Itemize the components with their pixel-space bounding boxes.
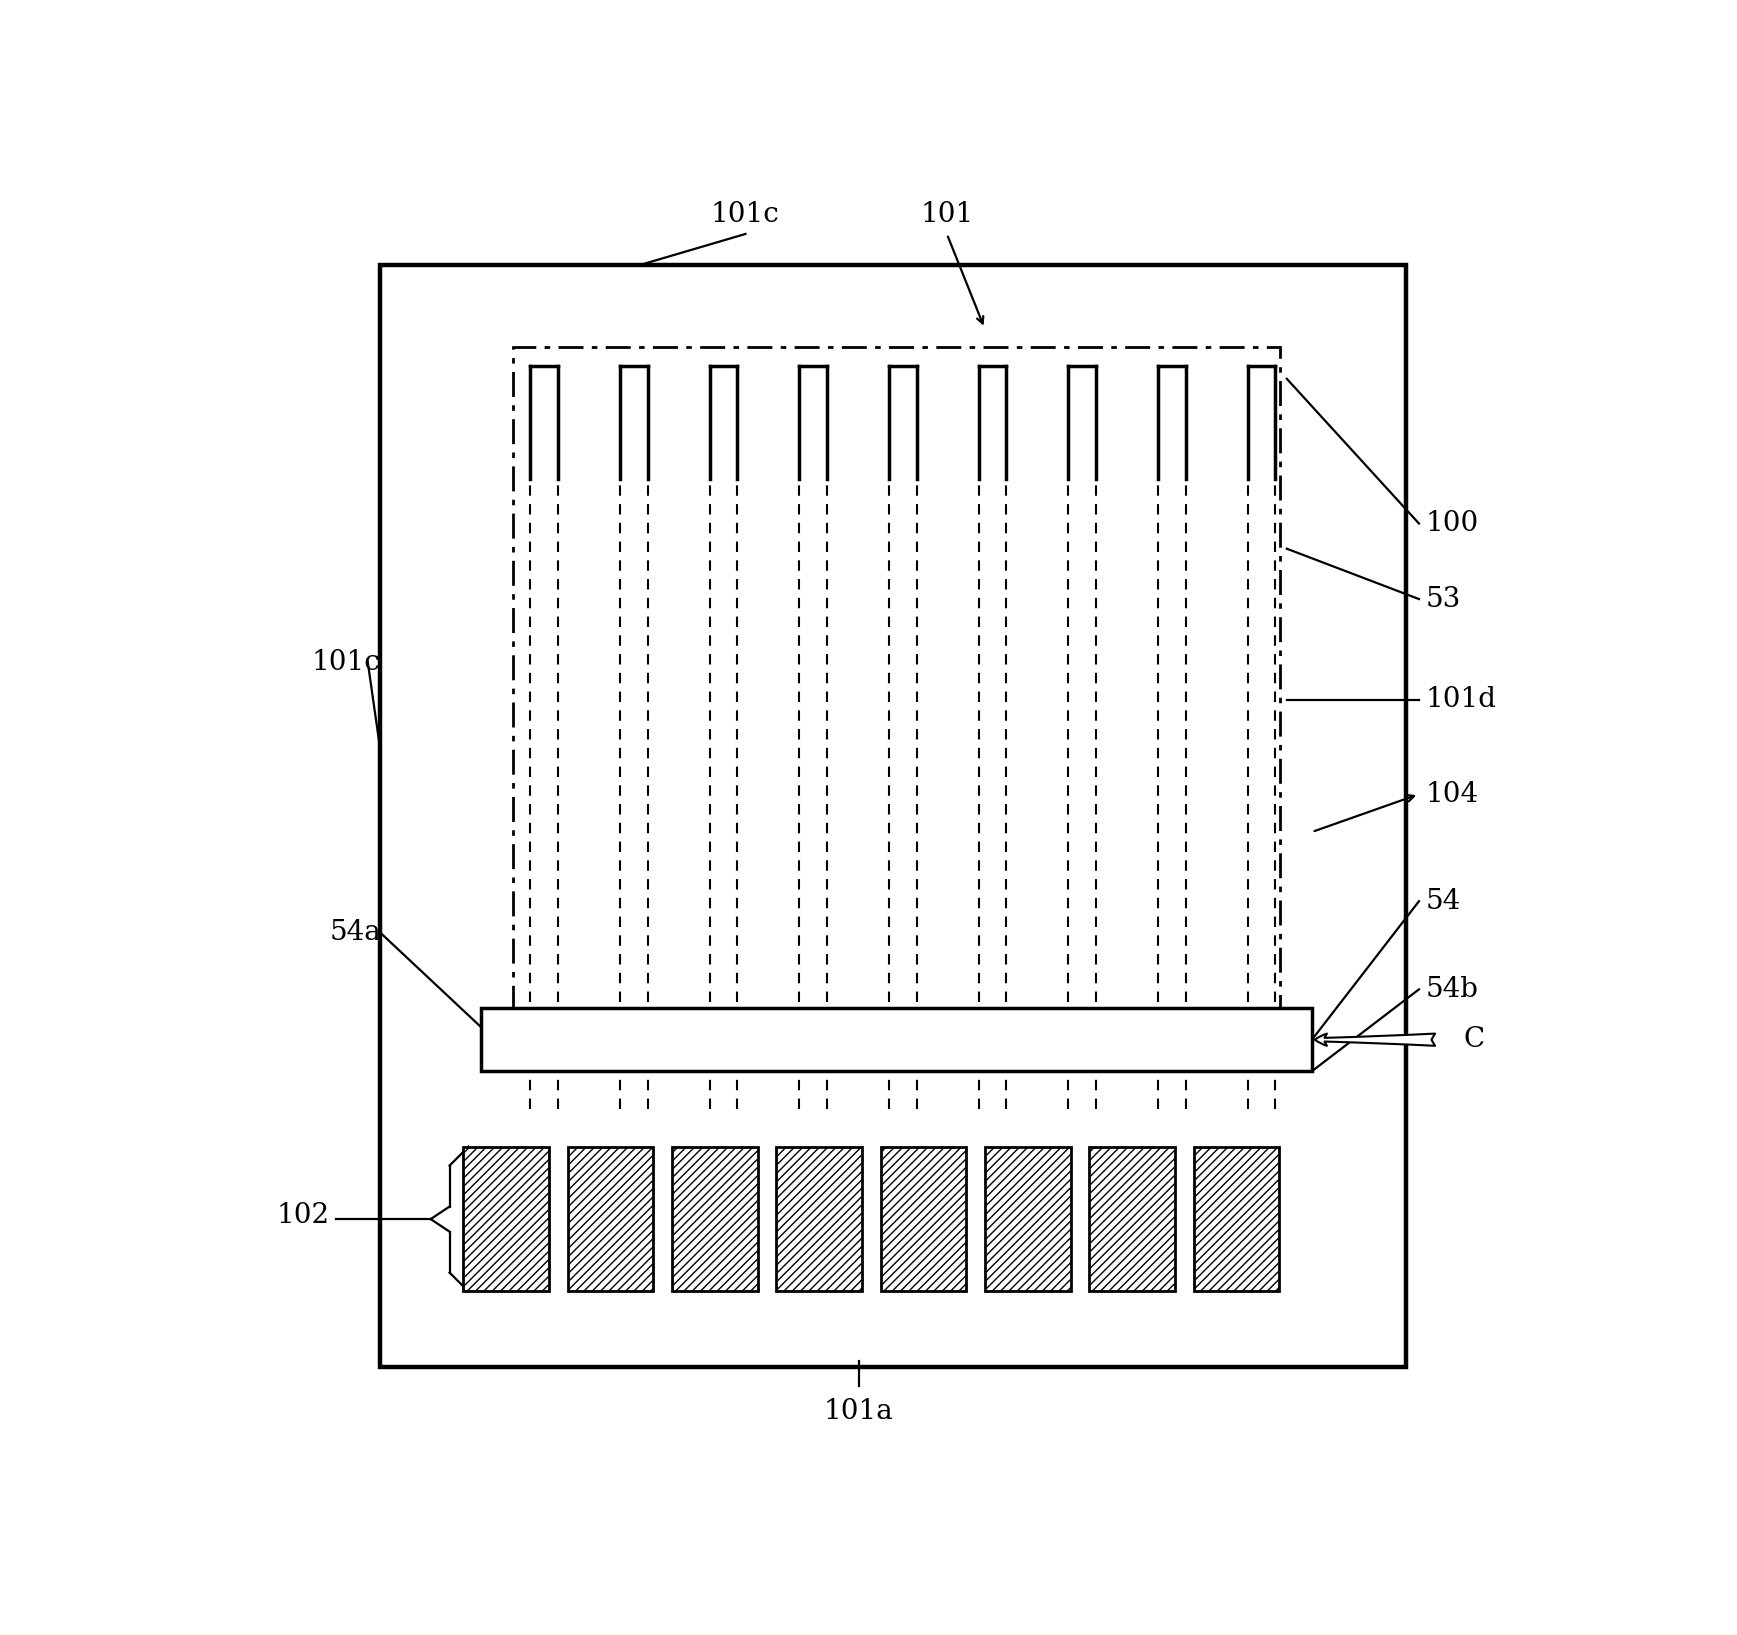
Bar [481,1009,1311,1071]
Text: 104: 104 [1426,780,1478,808]
Bar [672,1146,757,1292]
Bar [985,1146,1070,1292]
Bar [380,265,1407,1367]
Text: 53: 53 [1426,585,1461,613]
Bar [1193,1146,1278,1292]
Text: 54b: 54b [1426,976,1478,1002]
Text: 101c: 101c [311,649,380,675]
Text: 100: 100 [1426,510,1478,536]
Text: 54: 54 [1426,888,1461,914]
Text: 54a: 54a [330,919,382,947]
Text: 101d: 101d [1426,687,1496,713]
Text: W₀: W₀ [518,1010,554,1033]
Text: 101a: 101a [823,1398,893,1426]
Bar [881,1146,966,1292]
Bar [464,1146,549,1292]
Text: 102: 102 [276,1202,330,1230]
Bar [568,1146,653,1292]
Bar [776,1146,862,1292]
Bar [512,347,1280,1009]
Text: 101: 101 [921,201,973,227]
Text: 101c: 101c [710,201,780,227]
Text: C: C [1463,1027,1483,1053]
Bar [1089,1146,1174,1292]
